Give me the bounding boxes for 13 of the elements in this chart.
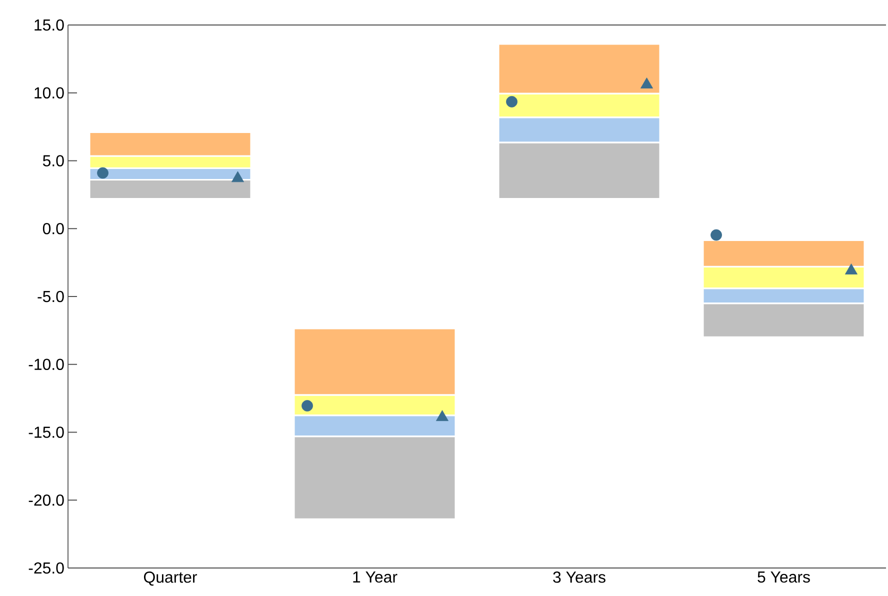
x-tick-label: 3 Years [553,572,606,583]
y-tick-label: 10.0 [34,87,64,99]
y-tick-label: 0.0 [42,222,64,234]
y-tick-label: -15.0 [28,426,64,438]
y-tick-label: -10.0 [28,358,64,370]
y-tick-label: 15.0 [34,19,64,31]
y-tick-label: -5.0 [38,290,64,302]
x-tick-label: 5 Years [758,572,810,583]
y-tick-label: -25.0 [28,562,64,574]
y-tick-label: -20.0 [28,494,64,506]
x-tick-label: Quarter [144,572,198,586]
x-tick-label: 1 Year [353,572,398,583]
y-tick-label: 5.0 [42,155,64,166]
